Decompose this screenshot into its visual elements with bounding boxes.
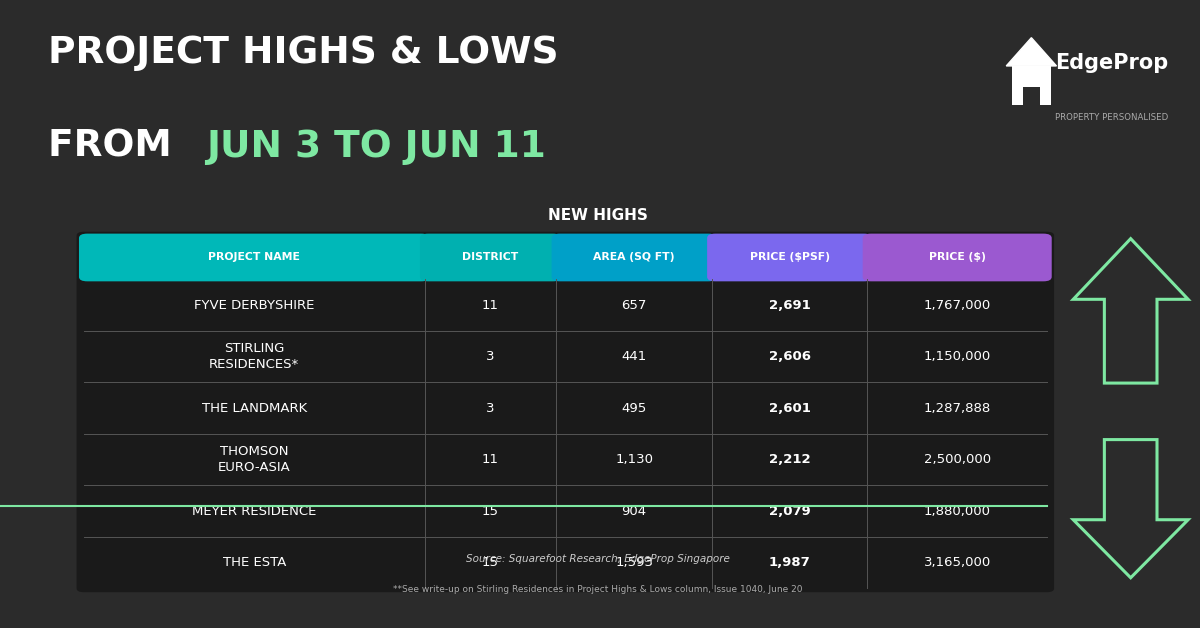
Text: 1,987: 1,987 bbox=[769, 556, 810, 569]
Text: **See write-up on Stirling Residences in Project Highs & Lows column, Issue 1040: **See write-up on Stirling Residences in… bbox=[394, 585, 803, 594]
Text: 15: 15 bbox=[482, 556, 499, 569]
Text: AREA (SQ FT): AREA (SQ FT) bbox=[593, 252, 674, 263]
Polygon shape bbox=[1007, 38, 1056, 66]
Text: PROJECT HIGHS & LOWS: PROJECT HIGHS & LOWS bbox=[48, 35, 558, 70]
Text: 11: 11 bbox=[482, 453, 499, 466]
Text: 1,130: 1,130 bbox=[616, 453, 653, 466]
Text: 3: 3 bbox=[486, 402, 494, 414]
Text: 2,212: 2,212 bbox=[769, 453, 810, 466]
FancyBboxPatch shape bbox=[863, 234, 1051, 281]
Text: 2,606: 2,606 bbox=[769, 350, 811, 363]
Text: 2,691: 2,691 bbox=[769, 299, 810, 311]
Text: 495: 495 bbox=[622, 402, 647, 414]
FancyBboxPatch shape bbox=[1013, 66, 1050, 105]
Text: 1,287,888: 1,287,888 bbox=[924, 402, 991, 414]
FancyBboxPatch shape bbox=[1022, 87, 1039, 105]
Text: 1,593: 1,593 bbox=[616, 556, 653, 569]
Text: 1,767,000: 1,767,000 bbox=[924, 299, 991, 311]
Text: 1,150,000: 1,150,000 bbox=[924, 350, 991, 363]
Text: FYVE DERBYSHIRE: FYVE DERBYSHIRE bbox=[194, 299, 314, 311]
FancyBboxPatch shape bbox=[552, 234, 716, 281]
Text: PRICE ($): PRICE ($) bbox=[929, 252, 985, 263]
Text: THOMSON
EURO-ASIA: THOMSON EURO-ASIA bbox=[218, 445, 290, 474]
Text: THE LANDMARK: THE LANDMARK bbox=[202, 402, 307, 414]
Text: NEW HIGHS: NEW HIGHS bbox=[548, 208, 648, 224]
Text: JUN 3 TO JUN 11: JUN 3 TO JUN 11 bbox=[205, 129, 546, 165]
FancyBboxPatch shape bbox=[420, 234, 562, 281]
Text: 441: 441 bbox=[622, 350, 647, 363]
Text: EdgeProp: EdgeProp bbox=[1055, 53, 1169, 73]
Text: 904: 904 bbox=[622, 505, 647, 517]
FancyBboxPatch shape bbox=[707, 234, 872, 281]
Text: STIRLING
RESIDENCES*: STIRLING RESIDENCES* bbox=[209, 342, 299, 371]
Text: FROM: FROM bbox=[48, 129, 185, 165]
Text: 2,601: 2,601 bbox=[769, 402, 811, 414]
Text: PROPERTY PERSONALISED: PROPERTY PERSONALISED bbox=[1055, 113, 1169, 122]
Text: 15: 15 bbox=[482, 505, 499, 517]
Text: DISTRICT: DISTRICT bbox=[462, 252, 518, 263]
Text: 3: 3 bbox=[486, 350, 494, 363]
Text: 2,079: 2,079 bbox=[769, 505, 810, 517]
Text: 657: 657 bbox=[622, 299, 647, 311]
Text: PROJECT NAME: PROJECT NAME bbox=[209, 252, 300, 263]
Text: THE ESTA: THE ESTA bbox=[222, 556, 286, 569]
Text: Source: Squarefoot Research, EdgeProp Singapore: Source: Squarefoot Research, EdgeProp Si… bbox=[467, 554, 730, 564]
FancyBboxPatch shape bbox=[77, 232, 1054, 592]
Text: PRICE ($PSF): PRICE ($PSF) bbox=[750, 252, 829, 263]
Text: MEYER RESIDENCE: MEYER RESIDENCE bbox=[192, 505, 317, 517]
Text: 3,165,000: 3,165,000 bbox=[924, 556, 991, 569]
Text: 11: 11 bbox=[482, 299, 499, 311]
Text: 2,500,000: 2,500,000 bbox=[924, 453, 991, 466]
FancyBboxPatch shape bbox=[79, 234, 430, 281]
Text: 1,880,000: 1,880,000 bbox=[924, 505, 991, 517]
